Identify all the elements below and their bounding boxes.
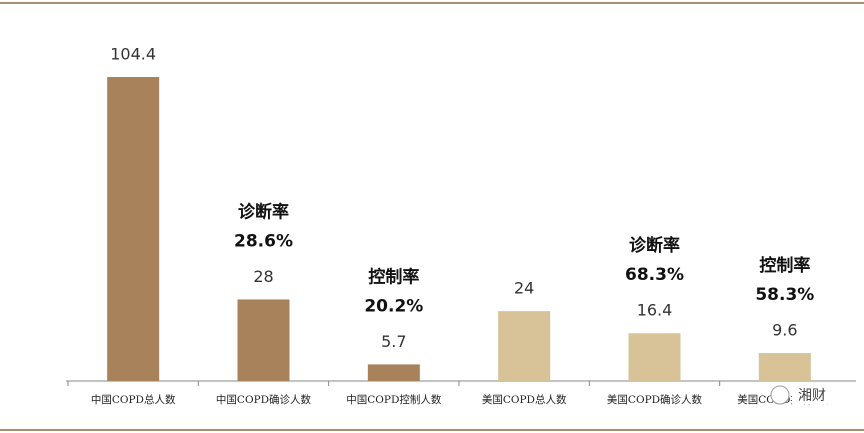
x-tick-label: 中国COPD总人数 <box>91 393 176 406</box>
watermark-icon <box>770 385 790 405</box>
annotation-label: 控制率 <box>759 255 810 276</box>
value-label: 24 <box>514 279 534 298</box>
value-label: 28 <box>253 267 273 286</box>
bar <box>628 333 681 381</box>
value-label: 104.4 <box>110 45 156 64</box>
bar <box>237 299 290 381</box>
annotation-value: 28.6% <box>234 231 293 251</box>
annotation-label: 控制率 <box>368 266 419 287</box>
value-label: 16.4 <box>637 301 673 320</box>
x-tick-label: 中国COPD控制人数 <box>346 393 442 406</box>
watermark: 湘财 <box>770 385 832 405</box>
watermark-text: 湘财 <box>798 388 826 404</box>
watermark-bg <box>792 386 832 404</box>
annotation-value: 20.2% <box>364 296 423 316</box>
annotation-value: 58.3% <box>755 285 814 305</box>
bar <box>107 77 160 381</box>
x-tick-label: 美国COPD确诊人数 <box>607 393 703 406</box>
annotation-value: 68.3% <box>625 265 684 285</box>
annotation-label: 诊断率 <box>238 201 289 222</box>
value-label: 9.6 <box>772 321 797 340</box>
value-label: 5.7 <box>381 332 406 351</box>
x-tick-label: 中国COPD确诊人数 <box>216 393 312 406</box>
bar <box>498 311 551 381</box>
annotation-label: 诊断率 <box>629 235 680 256</box>
bar <box>758 353 811 381</box>
bar <box>367 364 420 381</box>
x-tick-label: 美国COPD总人数 <box>482 393 567 406</box>
